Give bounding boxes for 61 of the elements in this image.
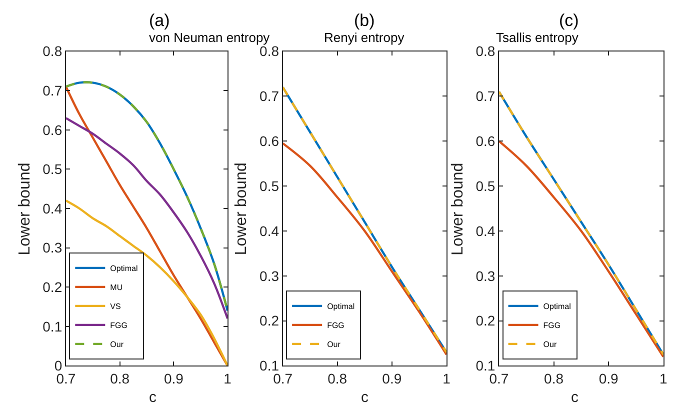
- legend-label: Optimal: [327, 302, 355, 312]
- line-series: [66, 81, 228, 312]
- y-axis-title: Lower bound: [449, 162, 466, 256]
- chart-title: (b): [354, 11, 375, 30]
- x-axis-title: c: [149, 389, 157, 406]
- chart-subtitle: Renyi entropy: [324, 30, 405, 45]
- y-axis-title: Lower bound: [16, 162, 34, 256]
- y-tick-label: 0.8: [476, 43, 496, 60]
- y-tick-label: 0.1: [42, 318, 62, 334]
- line-series: [498, 140, 664, 358]
- legend-label: MU: [110, 283, 123, 292]
- y-tick-label: 0.3: [260, 268, 280, 284]
- legend-label: Optimal: [543, 302, 572, 312]
- legend-label: FGG: [110, 321, 128, 330]
- y-tick-label: 0.3: [476, 268, 496, 284]
- y-axis-title: Lower bound: [233, 162, 250, 256]
- line-series: [66, 200, 228, 366]
- x-tick-label: 0.9: [164, 370, 184, 387]
- y-tick-label: 0.7: [476, 88, 496, 104]
- legend-label: Our: [327, 340, 341, 350]
- y-tick-label: 0.3: [42, 240, 62, 256]
- y-tick-label: 0.4: [476, 222, 496, 239]
- chart-title: (c): [559, 11, 579, 30]
- x-axis-title: c: [361, 389, 369, 406]
- x-tick-label: 0.8: [110, 370, 130, 387]
- x-tick-label: 0.8: [544, 370, 564, 387]
- chart-title: (a): [149, 11, 170, 30]
- x-tick-label: 1: [224, 370, 232, 387]
- legend-label: Our: [543, 340, 557, 350]
- y-tick-label: 0.2: [42, 279, 62, 296]
- y-tick-label: 0.5: [42, 161, 62, 178]
- chart-subtitle: von Neuman entropy: [149, 30, 270, 45]
- chart-subtitle: Tsallis entropy: [496, 30, 579, 45]
- line-series: [66, 116, 228, 320]
- y-tick-label: 0.5: [476, 178, 496, 194]
- y-tick-label: 0.5: [260, 178, 280, 194]
- y-tick-label: 0.6: [476, 133, 496, 150]
- y-tick-label: 0.2: [476, 312, 496, 329]
- x-tick-label: 0.9: [382, 370, 402, 387]
- y-tick-label: 0.4: [42, 200, 62, 216]
- x-tick-label: 0.9: [598, 370, 619, 387]
- x-tick-label: 1: [659, 370, 668, 387]
- line-series: [282, 86, 446, 354]
- y-tick-label: 0.6: [42, 122, 62, 138]
- y-tick-label: 0.4: [260, 222, 280, 239]
- y-tick-label: 0.8: [42, 43, 62, 60]
- y-tick-label: 0.7: [42, 82, 62, 98]
- x-axis-title: c: [571, 389, 579, 406]
- legend-label: VS: [110, 302, 121, 312]
- legend-label: Our: [110, 340, 124, 350]
- line-series: [282, 142, 446, 356]
- y-tick-label: 0.7: [260, 88, 280, 104]
- legend-label: Optimal: [110, 264, 138, 274]
- y-tick-label: 0.6: [260, 133, 280, 150]
- line-series: [66, 86, 228, 366]
- x-tick-label: 1: [442, 370, 451, 387]
- legend-label: FGG: [543, 321, 561, 330]
- y-tick-label: 0.2: [260, 312, 280, 329]
- line-series: [498, 90, 664, 356]
- x-tick-label: 0.8: [328, 370, 348, 387]
- legend-label: FGG: [327, 321, 344, 330]
